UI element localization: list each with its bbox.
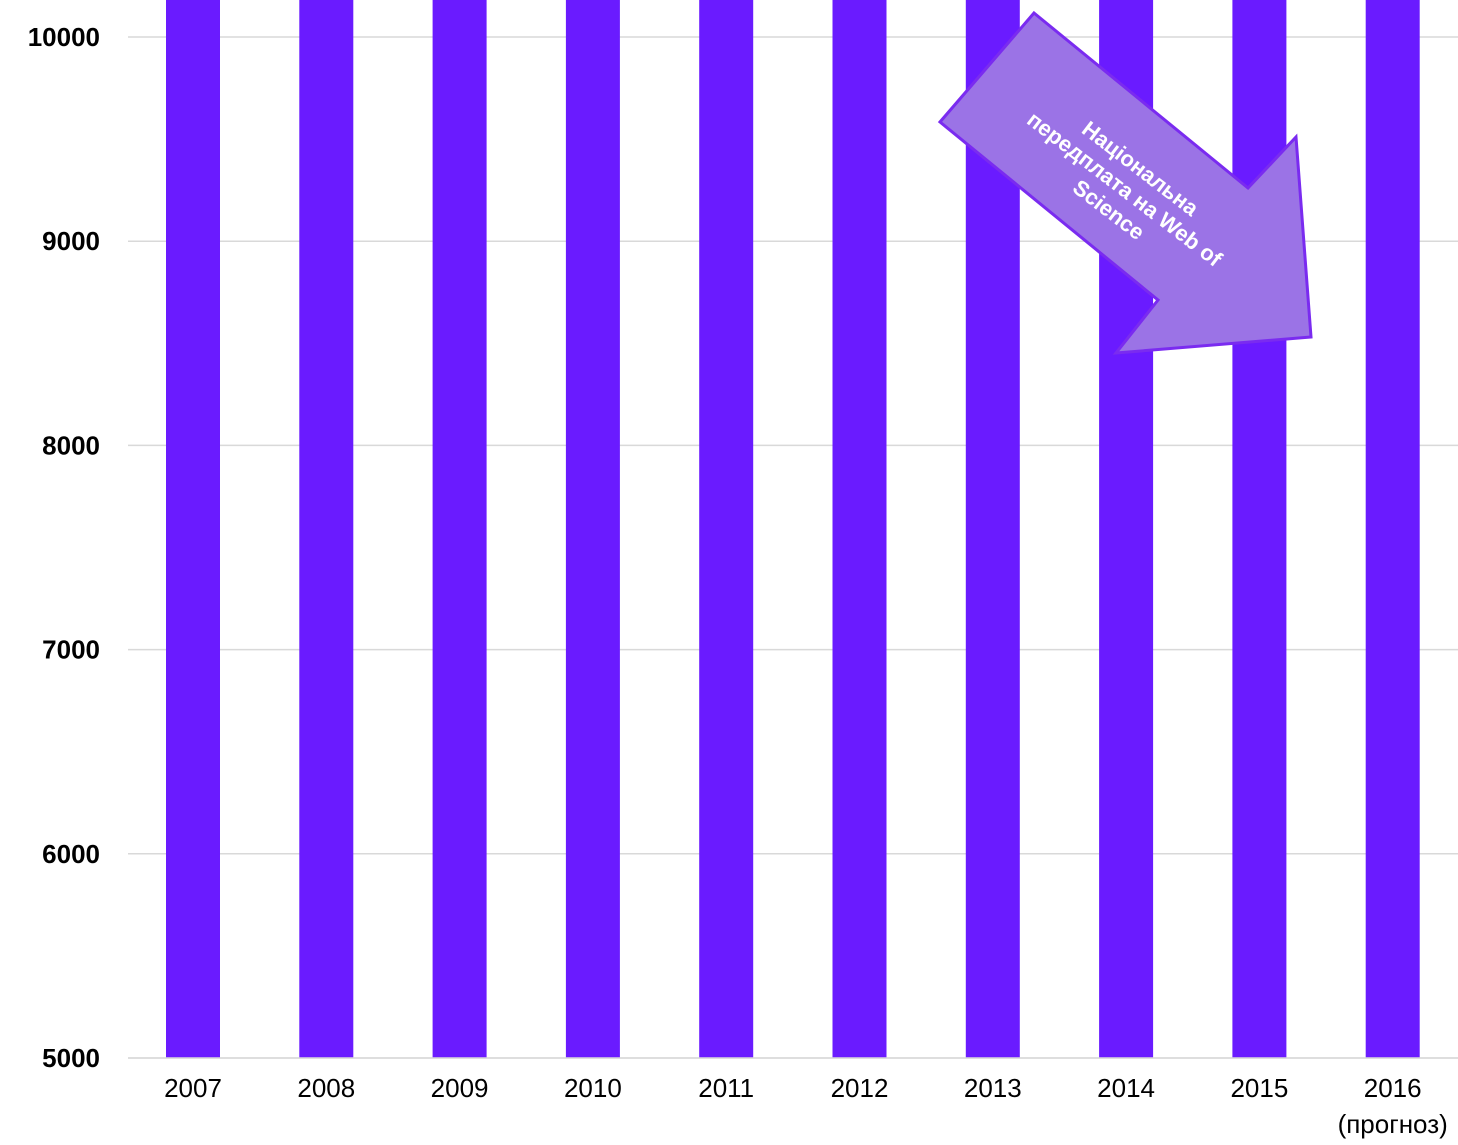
y-tick-label: 6000 <box>42 839 100 869</box>
x-tick-label: 2010 <box>564 1073 622 1103</box>
y-tick-label: 10000 <box>28 22 100 52</box>
y-tick-label: 8000 <box>42 430 100 460</box>
y-axis: 5000 6000 7000 8000 9000 10000 <box>28 22 100 1073</box>
y-tick-label: 9000 <box>42 226 100 256</box>
y-tick-label: 5000 <box>42 1043 100 1073</box>
bar <box>432 0 487 1058</box>
bar <box>299 0 354 1058</box>
bar <box>832 0 887 1058</box>
x-tick-label: 2011 <box>698 1073 754 1103</box>
bar <box>1365 0 1420 1058</box>
x-tick-label: 2008 <box>297 1073 355 1103</box>
arrow-shape <box>937 10 1313 355</box>
bars <box>166 0 1420 1059</box>
bar <box>166 0 220 1058</box>
y-tick-label: 7000 <box>42 635 100 665</box>
x-tick-label: 2013 <box>964 1073 1022 1103</box>
x-axis: 2007 2008 2009 2010 2011 2012 2013 2014 2015 2016… <box>128 1057 1458 1139</box>
bar <box>565 0 620 1058</box>
bar <box>699 0 754 1059</box>
x-tick-label: 2015 <box>1230 1073 1288 1103</box>
x-tick-label: 2009 <box>431 1073 489 1103</box>
x-tick-label: 2016 <box>1364 1073 1422 1103</box>
x-tick-label: 2012 <box>831 1073 889 1103</box>
x-tick-label: 2007 <box>164 1073 222 1103</box>
x-tick-label: 2014 <box>1097 1073 1155 1103</box>
x-tick-sublabel: (прогноз) <box>1338 1109 1448 1139</box>
